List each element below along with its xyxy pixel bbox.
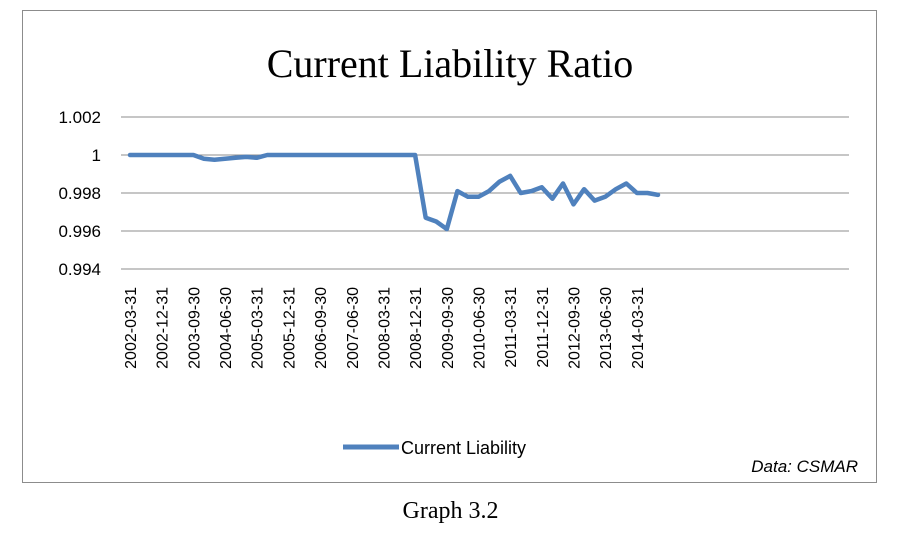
x-tick-label: 2013-06-30 <box>598 287 615 369</box>
source-label: Data <box>751 457 787 476</box>
y-tick-label: 0.994 <box>58 260 101 279</box>
x-tick-label: 2002-03-31 <box>123 287 140 369</box>
x-tick-label: 2011-03-31 <box>503 287 520 368</box>
legend-label: Current Liability <box>401 438 526 458</box>
series-layer <box>127 152 661 232</box>
y-tick-label: 0.996 <box>58 222 101 241</box>
y-tick-label: 0.998 <box>58 184 101 203</box>
source-note: Data: CSMAR <box>751 457 858 476</box>
x-tick-label: 2003-09-30 <box>186 287 203 369</box>
x-tick-label: 2006-09-30 <box>313 287 330 369</box>
x-tick-label: 2008-12-31 <box>408 287 425 369</box>
chart-frame: Current Liability Ratio 1.002 1 0.998 0.996… <box>22 10 877 483</box>
x-axis-ticks: 2002-03-31 2002-12-31 2003-09-30 2004-06-30… <box>123 287 647 369</box>
x-tick-label: 2002-12-31 <box>155 287 172 369</box>
y-tick-label: 1.002 <box>58 108 101 127</box>
y-axis-ticks: 1.002 1 0.998 0.996 0.994 <box>58 108 101 279</box>
x-tick-label: 2005-03-31 <box>250 287 267 369</box>
chart-title: Current Liability Ratio <box>267 41 634 86</box>
x-tick-label: 2004-06-30 <box>218 287 235 369</box>
legend: Current Liability <box>343 438 526 458</box>
line-chart: Current Liability Ratio 1.002 1 0.998 0.996… <box>58 41 858 476</box>
figure-caption: Graph 3.2 <box>402 498 499 524</box>
source-name: : CSMAR <box>787 457 858 476</box>
x-tick-label: 2007-06-30 <box>345 287 362 369</box>
x-tick-label: 2010-06-30 <box>471 287 488 369</box>
x-tick-label: 2008-03-31 <box>376 287 393 369</box>
x-tick-label: 2014-03-31 <box>630 287 647 369</box>
x-tick-label: 2005-12-31 <box>281 287 298 369</box>
x-tick-label: 2011-12-31 <box>535 287 552 368</box>
x-tick-label: 2012-09-30 <box>567 287 584 369</box>
x-tick-label: 2009-09-30 <box>440 287 457 369</box>
series-line-current-liability <box>127 152 661 232</box>
y-tick-label: 1 <box>92 146 101 165</box>
